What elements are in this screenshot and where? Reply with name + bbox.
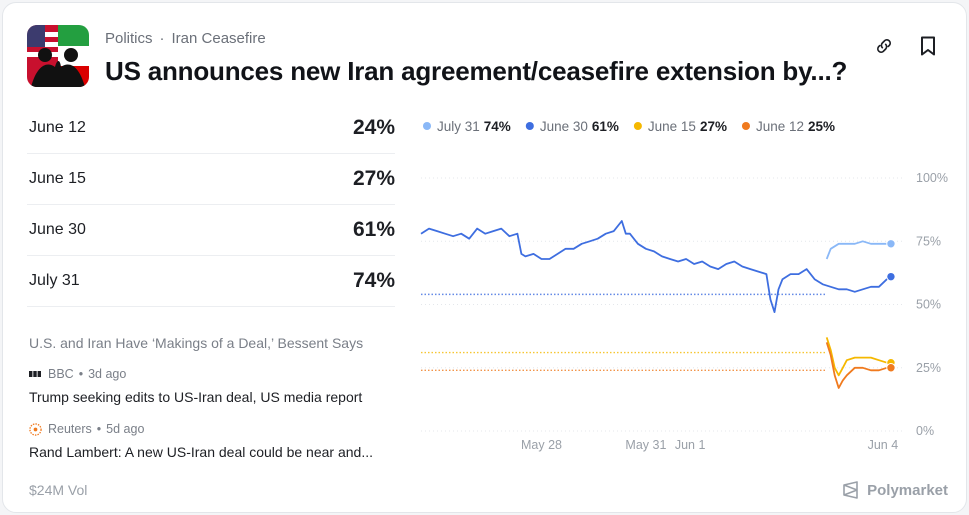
news-item-text[interactable]: Trump seeking edits to US-Iran deal, US … — [29, 389, 363, 405]
outcome-label: July 31 — [29, 272, 80, 289]
y-tick-label: 25% — [916, 361, 941, 375]
y-tick-label: 50% — [916, 298, 941, 312]
outcome-row[interactable]: June 30 61% — [27, 205, 395, 256]
news-time: 3d ago — [88, 367, 127, 381]
volume-label: $24M Vol — [29, 482, 88, 498]
outcome-list: June 12 24% June 15 27% June 30 61% July… — [27, 103, 395, 307]
polymarket-brand[interactable]: Polymarket — [842, 481, 948, 499]
outcome-label: June 30 — [29, 221, 86, 238]
series-line — [825, 337, 891, 377]
outcome-label: June 12 — [29, 119, 86, 136]
x-tick-label: May 28 — [521, 438, 562, 452]
outcome-percent: 27% — [352, 167, 395, 190]
x-tick-label: Jun 4 — [868, 438, 899, 452]
brand-name: Polymarket — [867, 481, 948, 499]
breadcrumb-subcategory[interactable]: Iran Ceasefire — [171, 30, 266, 47]
legend-label: June 15 — [648, 119, 696, 134]
y-tick-label: 100% — [916, 171, 948, 185]
series-line — [420, 220, 892, 313]
y-tick-label: 0% — [916, 424, 934, 438]
legend-value: 61% — [592, 119, 619, 134]
series-end-dot — [886, 239, 896, 249]
series-end-dot — [886, 363, 896, 373]
outcome-row[interactable]: June 15 27% — [27, 154, 395, 205]
legend-value: 25% — [808, 119, 835, 134]
flags-image — [27, 25, 89, 87]
bookmark-button[interactable] — [915, 33, 941, 59]
outcome-row[interactable]: June 12 24% — [27, 103, 395, 154]
series-end-dot — [886, 271, 896, 282]
bbc-icon — [29, 371, 41, 377]
reuters-icon — [29, 422, 42, 436]
legend-dot — [423, 122, 431, 130]
outcome-percent: 61% — [352, 218, 395, 241]
breadcrumb-separator: · — [159, 30, 165, 47]
news-source-name: Reuters — [48, 422, 92, 436]
news-feed: U.S. and Iran Have ‘Makings of a Deal,’ … — [29, 335, 397, 463]
copy-link-button[interactable] — [871, 33, 897, 59]
news-source: BBC • 3d ago — [29, 367, 397, 381]
series-line — [825, 342, 891, 389]
x-tick-label: May 31 — [625, 438, 666, 452]
legend-dot — [741, 122, 750, 130]
outcome-percent: 24% — [352, 116, 395, 139]
news-source-name: BBC — [48, 367, 74, 381]
x-tick-label: Jun 1 — [675, 438, 706, 452]
outcome-row[interactable]: July 31 74% — [27, 256, 395, 307]
y-tick-label: 75% — [916, 234, 941, 248]
breadcrumb: Politics · Iran Ceasefire — [105, 30, 266, 47]
legend-dot — [525, 122, 534, 130]
legend-label: June 12 — [756, 119, 804, 134]
breadcrumb-category[interactable]: Politics — [105, 30, 153, 47]
market-thumbnail — [27, 25, 89, 87]
outcome-label: June 15 — [29, 170, 86, 187]
polymarket-logo-icon — [843, 481, 858, 499]
bookmark-icon — [921, 36, 935, 56]
legend-value: 27% — [700, 119, 727, 134]
market-title[interactable]: US announces new Iran agreement/ceasefir… — [105, 56, 848, 86]
news-source: Reuters • 5d ago — [29, 422, 397, 436]
legend-value: 74% — [484, 119, 511, 134]
legend-label: June 30 — [540, 119, 588, 134]
legend-label: July 31 — [437, 119, 480, 134]
legend-dot — [633, 122, 642, 130]
news-headline[interactable]: U.S. and Iran Have ‘Makings of a Deal,’ … — [29, 335, 364, 351]
price-history-chart[interactable]: July 31 74% June 30 61% June 15 27% June 12 25%… — [408, 103, 963, 463]
outcome-percent: 74% — [352, 269, 395, 292]
series-line — [825, 240, 891, 260]
news-item-text[interactable]: Rand Lambert: A new US-Iran deal could b… — [29, 444, 373, 460]
link-icon — [877, 39, 891, 53]
news-time: 5d ago — [106, 422, 145, 436]
